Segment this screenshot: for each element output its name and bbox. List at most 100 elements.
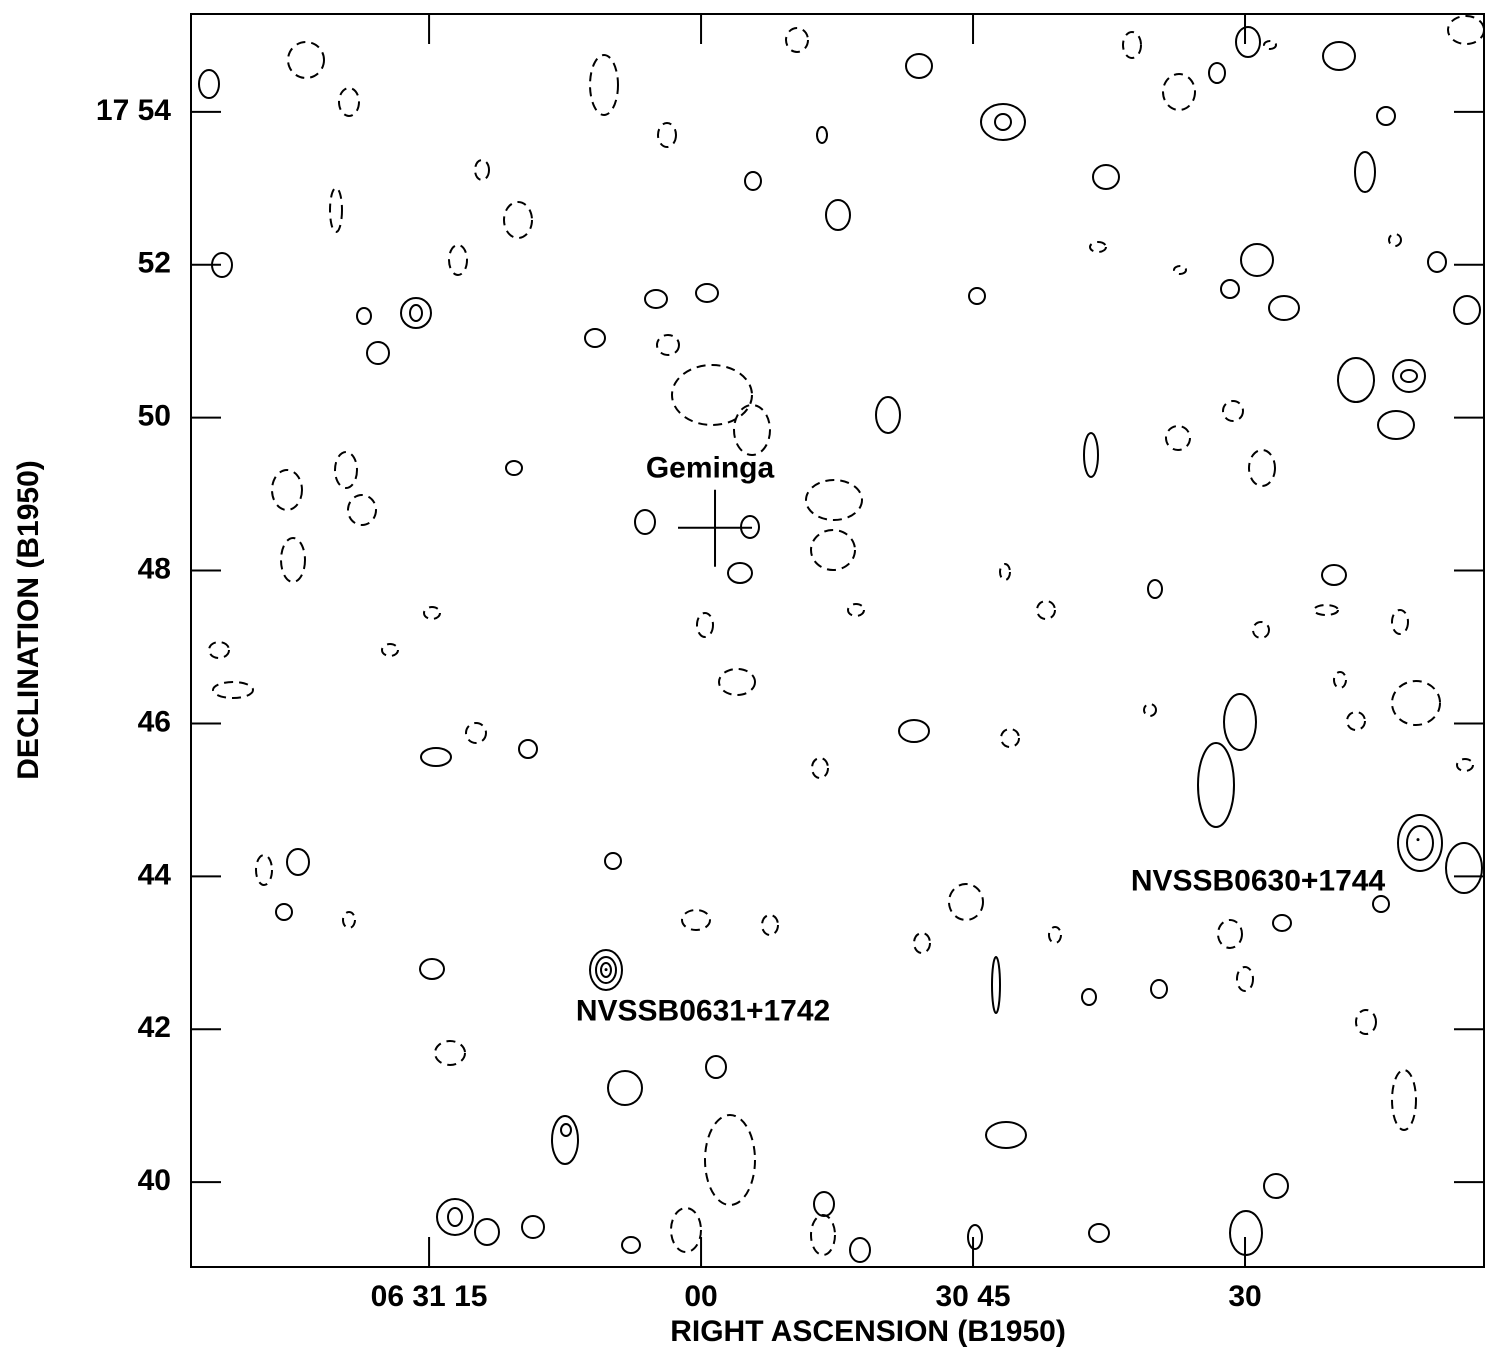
contour-positive xyxy=(727,562,753,584)
contour-positive xyxy=(1197,742,1235,828)
contour-positive xyxy=(505,460,523,476)
contour-positive xyxy=(621,1236,641,1254)
contour-positive xyxy=(1268,295,1300,321)
contour-positive xyxy=(1263,1173,1289,1199)
contour-positive xyxy=(447,1207,463,1227)
contour-negative xyxy=(811,757,829,779)
contour-positive xyxy=(744,171,762,191)
contour-positive xyxy=(849,1237,871,1263)
contour-negative xyxy=(465,722,487,744)
contour-negative xyxy=(681,909,711,931)
contour-negative xyxy=(656,334,680,356)
contour-positive xyxy=(518,739,538,759)
contour-positive xyxy=(1083,432,1099,478)
contour-negative xyxy=(810,1214,836,1256)
contour-negative xyxy=(733,404,771,456)
contour-negative xyxy=(1248,449,1276,487)
contour-positive xyxy=(1354,151,1376,193)
contour-negative xyxy=(1391,609,1409,635)
contour-negative xyxy=(1388,233,1402,247)
x-tick-label: 30 xyxy=(1228,1280,1261,1313)
contour-negative xyxy=(1313,604,1339,616)
contour-negative xyxy=(1346,711,1366,731)
contour-positive xyxy=(1400,369,1418,383)
contour-positive xyxy=(1337,357,1375,403)
contour-positive xyxy=(825,199,851,231)
contour-negative xyxy=(1217,919,1243,949)
contour-positive xyxy=(994,113,1012,131)
contour-negative xyxy=(287,41,325,79)
contour-positive xyxy=(1427,251,1447,273)
contour-positive xyxy=(1220,279,1240,299)
contour-negative xyxy=(704,1114,756,1206)
contour-positive xyxy=(1081,988,1097,1006)
contour-negative xyxy=(503,201,533,239)
contour-positive xyxy=(813,1191,835,1217)
contour-negative xyxy=(1089,241,1107,253)
contour-positive xyxy=(366,341,390,365)
source-peak xyxy=(1416,838,1420,842)
contour-positive xyxy=(968,287,986,305)
contour-negative xyxy=(1173,265,1187,275)
contour-negative xyxy=(381,643,399,657)
source-label: NVSSB0631+1742 xyxy=(576,995,830,1028)
contour-positive xyxy=(1445,842,1483,894)
x-tick-label: 00 xyxy=(684,1280,717,1313)
contour-positive xyxy=(584,328,606,348)
contour-negative xyxy=(785,27,809,53)
contour-negative xyxy=(255,854,273,886)
x-axis-title: RIGHT ASCENSION (B1950) xyxy=(670,1315,1066,1348)
contour-negative xyxy=(805,479,863,521)
contour-negative xyxy=(810,529,856,571)
contour-positive xyxy=(474,1218,500,1246)
contour-positive xyxy=(816,126,828,144)
contour-negative xyxy=(1391,680,1441,726)
contour-positive xyxy=(1406,825,1434,861)
contour-positive xyxy=(1150,979,1168,999)
contour-negative xyxy=(671,364,753,426)
contour-positive xyxy=(1272,914,1292,932)
contour-layer xyxy=(198,15,1485,1263)
contour-positive xyxy=(1392,359,1426,393)
y-tick-label: 50 xyxy=(138,400,171,433)
contour-negative xyxy=(280,537,306,583)
contour-positive xyxy=(967,1224,983,1250)
contour-negative xyxy=(1355,1009,1377,1035)
contour-negative xyxy=(1236,966,1254,992)
contour-negative xyxy=(670,1207,702,1253)
contour-negative xyxy=(696,612,714,638)
contour-positive xyxy=(604,852,622,870)
y-tick-label: 40 xyxy=(138,1164,171,1197)
contour-negative xyxy=(718,668,756,696)
contour-positive xyxy=(436,1198,474,1236)
contour-negative xyxy=(448,244,468,276)
contour-positive xyxy=(420,747,452,767)
contour-positive xyxy=(589,949,623,991)
contour-negative xyxy=(1391,1069,1417,1131)
contour-negative xyxy=(338,87,360,117)
contour-negative xyxy=(347,494,377,526)
contour-negative xyxy=(1263,40,1277,50)
contour-positive xyxy=(905,53,933,79)
contour-positive xyxy=(1088,1223,1110,1243)
contour-positive xyxy=(600,962,612,978)
contour-negative xyxy=(1048,926,1062,944)
contour-positive xyxy=(1235,26,1261,58)
source-label: Geminga xyxy=(646,452,775,485)
source-label: NVSSB0630+1744 xyxy=(1131,865,1386,898)
contour-negative xyxy=(1143,703,1157,717)
contour-positive xyxy=(1092,164,1120,190)
contour-negative xyxy=(999,563,1011,581)
contour-positive xyxy=(705,1055,727,1079)
contour-negative xyxy=(847,603,865,617)
contour-negative xyxy=(474,159,490,181)
contour-negative xyxy=(334,451,358,489)
contour-positive xyxy=(1377,410,1415,440)
contour-positive xyxy=(356,307,372,325)
contour-positive xyxy=(1376,106,1396,126)
contour-positive xyxy=(1372,895,1390,913)
contour-negative xyxy=(1222,400,1244,422)
contour-positive xyxy=(560,1123,572,1137)
x-tick-label: 30 45 xyxy=(935,1280,1010,1313)
contour-positive xyxy=(1397,814,1443,872)
